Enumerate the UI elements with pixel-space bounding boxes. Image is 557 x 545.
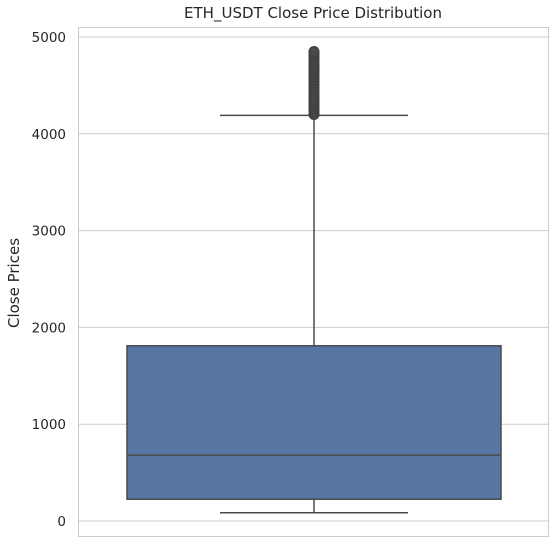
outlier-point — [308, 46, 320, 58]
y-tick-label: 3000 — [32, 224, 66, 240]
y-tick-label: 2000 — [32, 320, 66, 336]
y-tick-label: 4000 — [32, 127, 66, 143]
y-tick-label: 5000 — [32, 30, 66, 46]
box-iqr — [126, 345, 502, 500]
chart-title: ETH_USDT Close Price Distribution — [184, 4, 442, 22]
y-tick-label: 0 — [57, 514, 66, 530]
axes-frame — [78, 27, 549, 537]
y-tick-label: 1000 — [32, 417, 66, 433]
